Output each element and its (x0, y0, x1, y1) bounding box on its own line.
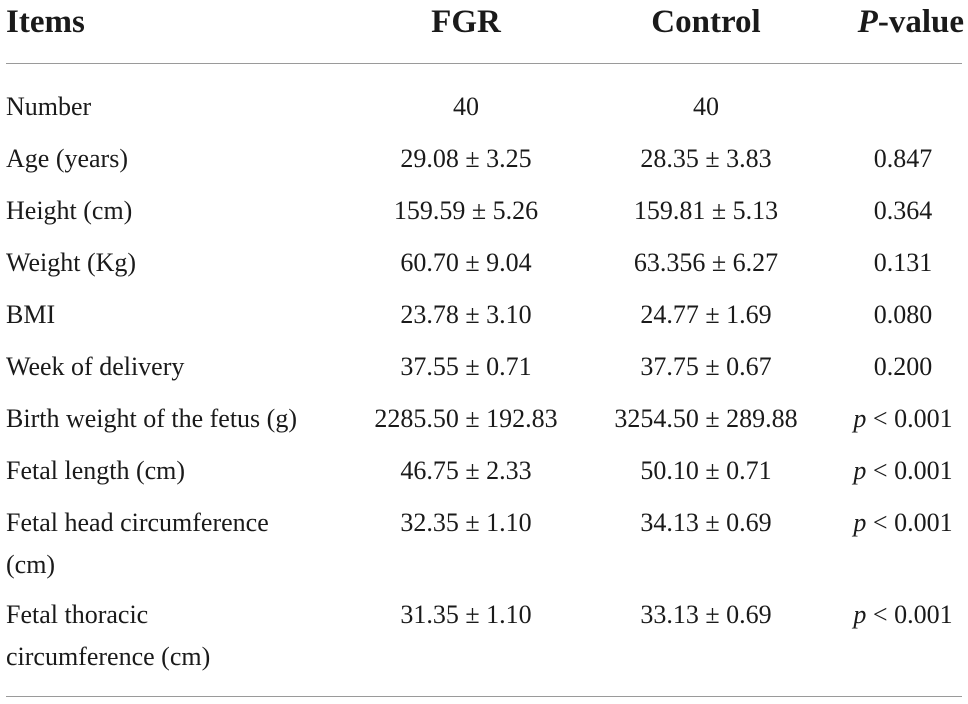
header-items: Items (6, 4, 85, 40)
row-item: Birth weight of the fetus (g) (6, 404, 297, 433)
row-fgr-value: 46.75 ± 2.33 (400, 456, 532, 485)
pvalue-threshold: < 0.001 (866, 600, 953, 629)
row-fgr-value: 2285.50 ± 192.83 (374, 404, 558, 433)
row-control-value: 33.13 ± 0.69 (640, 600, 772, 629)
row-item: Age (years) (6, 144, 128, 173)
pvalue-italic-p: p (853, 456, 867, 485)
row-control-value: 28.35 ± 3.83 (640, 144, 772, 173)
row-fgr-value: 31.35 ± 1.10 (400, 600, 532, 629)
row-control-value: 34.13 ± 0.69 (640, 508, 772, 537)
row-control-value: 3254.50 ± 289.88 (614, 404, 798, 433)
row-fgr-value: 159.59 ± 5.26 (393, 196, 539, 225)
row-fgr-value: 40 (453, 92, 479, 121)
row-pvalue: 0.364 (873, 196, 933, 225)
pvalue-italic-p: p (853, 404, 867, 433)
row-fgr-value: 37.55 ± 0.71 (400, 352, 532, 381)
row-item-line-1: Fetal head circumference (6, 508, 269, 537)
row-pvalue: 0.131 (873, 248, 933, 277)
pvalue-threshold: < 0.001 (866, 456, 953, 485)
row-pvalue: 0.080 (873, 300, 933, 329)
row-control-value: 40 (693, 92, 719, 121)
header-pvalue-italic: P (857, 4, 878, 40)
row-item: BMI (6, 300, 56, 329)
row-fgr-value: 23.78 ± 3.10 (400, 300, 532, 329)
header-fgr: FGR (431, 4, 501, 40)
header-control: Control (651, 4, 761, 40)
row-item: Height (cm) (6, 196, 133, 225)
table-bottom-rule (6, 696, 962, 697)
row-pvalue: p < 0.001 (853, 398, 952, 440)
pvalue-italic-p: p (853, 600, 867, 629)
row-control-value: 37.75 ± 0.67 (640, 352, 772, 381)
row-control-value: 24.77 ± 1.69 (640, 300, 772, 329)
row-control-value: 50.10 ± 0.71 (640, 456, 772, 485)
row-fgr-value: 60.70 ± 9.04 (400, 248, 532, 277)
header-pvalue: P-value (858, 2, 964, 42)
row-pvalue: 0.200 (873, 352, 933, 381)
pvalue-threshold: < 0.001 (866, 508, 953, 537)
table-header: Items FGR Control P-value (0, 0, 968, 60)
row-fgr-value: 29.08 ± 3.25 (400, 144, 532, 173)
row-item-line-2: circumference (cm) (6, 642, 211, 671)
row-item: Number (6, 92, 92, 121)
pvalue-italic-p: p (853, 508, 867, 537)
row-item: Week of delivery (6, 352, 185, 381)
row-control-value: 63.356 ± 6.27 (633, 248, 779, 277)
row-item: Fetal length (cm) (6, 456, 186, 485)
row-pvalue: p < 0.001 (853, 502, 952, 544)
row-item: Weight (Kg) (6, 248, 137, 277)
row-fgr-value: 32.35 ± 1.10 (400, 508, 532, 537)
row-pvalue: p < 0.001 (853, 594, 952, 636)
header-rule (6, 63, 962, 64)
pvalue-threshold: < 0.001 (866, 404, 953, 433)
row-pvalue: 0.847 (873, 144, 933, 173)
row-pvalue: p < 0.001 (853, 450, 952, 492)
row-item-line-2: (cm) (6, 550, 56, 579)
row-item-line-1: Fetal thoracic (6, 600, 149, 629)
header-pvalue-rest: -value (877, 4, 964, 40)
row-control-value: 159.81 ± 5.13 (633, 196, 779, 225)
